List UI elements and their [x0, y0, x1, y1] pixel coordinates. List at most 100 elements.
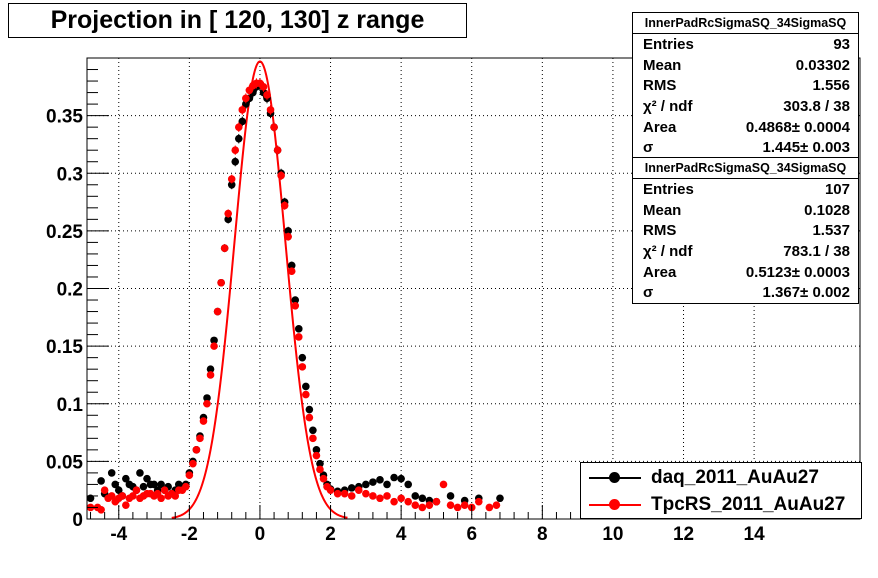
data-point [107, 469, 116, 477]
legend-item-tpcrs: TpcRS_2011_AuAu27 [581, 492, 861, 518]
data-point [263, 91, 271, 99]
x-tick-label: 8 [537, 524, 548, 545]
series-daq_2011_AuAu27 [86, 80, 504, 506]
data-point [150, 480, 158, 489]
stats-value: 1.445± 0.003 [762, 139, 850, 157]
data-point [439, 480, 448, 489]
stats-value: 1.367± 0.002 [762, 284, 850, 302]
x-tick-label: 6 [466, 524, 477, 545]
stats-row-entries: Entries 93 [633, 34, 858, 55]
data-point [266, 106, 275, 114]
data-point [114, 486, 123, 494]
y-tick-label: 0.1 [57, 395, 84, 416]
data-point [294, 333, 303, 341]
stats-value: 783.1 / 38 [783, 243, 850, 261]
data-point [404, 480, 413, 489]
y-tick-label: 0 [72, 510, 83, 531]
data-point [397, 494, 405, 503]
legend-item-daq: daq_2011_AuAu27 [581, 465, 861, 491]
data-point [111, 480, 120, 489]
data-point [347, 484, 356, 492]
data-point [284, 232, 292, 241]
data-point [192, 446, 201, 454]
y-tick-label: 0.05 [46, 452, 83, 473]
data-point [280, 201, 289, 210]
x-tick-label: 0 [255, 524, 266, 545]
chart-title: Projection in [ 120, 130] z range [8, 3, 467, 38]
data-point [404, 497, 413, 506]
fit-curves [171, 60, 348, 519]
legend-marker-daq [609, 472, 620, 483]
data-point [383, 492, 391, 500]
data-point [474, 497, 483, 506]
stats-value: 0.4868± 0.0004 [745, 118, 850, 136]
data-point [234, 123, 243, 131]
data-point [287, 261, 296, 270]
data-point [277, 171, 285, 180]
data-point [411, 492, 420, 500]
data-point [224, 209, 232, 218]
data-point [354, 486, 363, 494]
data-point [326, 486, 335, 494]
legend-label-tpcrs: TpcRS_2011_AuAu27 [651, 494, 846, 515]
data-point [171, 492, 180, 500]
data-point [210, 336, 218, 345]
data-point [496, 494, 504, 503]
data-point [425, 501, 434, 509]
data-point [460, 501, 469, 509]
stats-key: Entries [643, 36, 694, 53]
data-point [333, 489, 342, 498]
y-tick-label: 0.3 [57, 164, 83, 185]
data-point [309, 434, 317, 443]
data-point [107, 492, 116, 500]
data-point [203, 394, 211, 402]
data-point [97, 505, 105, 514]
y-tick-label: 0.25 [46, 222, 83, 243]
data-point [284, 227, 292, 235]
x-tick-label: 14 [744, 524, 766, 545]
data-point [139, 482, 148, 491]
data-point [206, 365, 215, 373]
data-point [294, 325, 303, 333]
data-point [302, 390, 310, 399]
data-point [390, 473, 398, 482]
data-point [316, 459, 324, 468]
stats-value: 303.8 / 38 [783, 98, 850, 116]
fit-curve [171, 60, 348, 519]
data-point [157, 494, 165, 503]
data-point [259, 83, 268, 91]
y-tick-label: 0.15 [46, 337, 83, 358]
data-point [453, 503, 462, 512]
stats-key: RMS [643, 222, 677, 240]
data-point [238, 117, 247, 126]
data-point [418, 494, 427, 503]
data-point [312, 451, 321, 460]
stats-value: 93 [833, 36, 850, 53]
data-point [305, 405, 314, 414]
stats-header: InnerPadRcSigmaSQ_34SigmaSQ [633, 158, 858, 179]
data-point [136, 469, 144, 477]
legend: daq_2011_AuAu27 TpcRS_2011_AuAu27 [580, 462, 862, 519]
data-point [298, 363, 307, 371]
data-point [418, 503, 427, 512]
data-point [129, 492, 137, 500]
data-point [231, 157, 240, 166]
stats-value: 0.1028 [804, 201, 850, 219]
stats-value: 0.03302 [795, 56, 850, 74]
stats-value: 1.537 [812, 222, 850, 240]
data-point [270, 123, 278, 131]
stats-row-entries: Entries 107 [633, 179, 858, 200]
data-point [242, 100, 250, 108]
stats-row-chi2: χ² / ndf 303.8 / 38 [633, 96, 858, 117]
stats-row-area: Area 0.4868± 0.0004 [633, 117, 858, 138]
data-point [97, 477, 105, 485]
data-point [485, 503, 494, 512]
stats-row-mean: Mean 0.03302 [633, 55, 858, 76]
stats-row-mean: Mean 0.1028 [633, 200, 858, 221]
data-point [302, 382, 310, 391]
axes: -4 -2 0 2 4 6 8 10 12 14 0 0.05 0.1 0.15 0.2 0.25 0.3 0.3… [46, 57, 861, 545]
x-tick-label: 4 [396, 524, 407, 545]
data-point [376, 476, 384, 484]
data-point [347, 492, 356, 500]
stats-value: 1.556 [812, 77, 850, 95]
